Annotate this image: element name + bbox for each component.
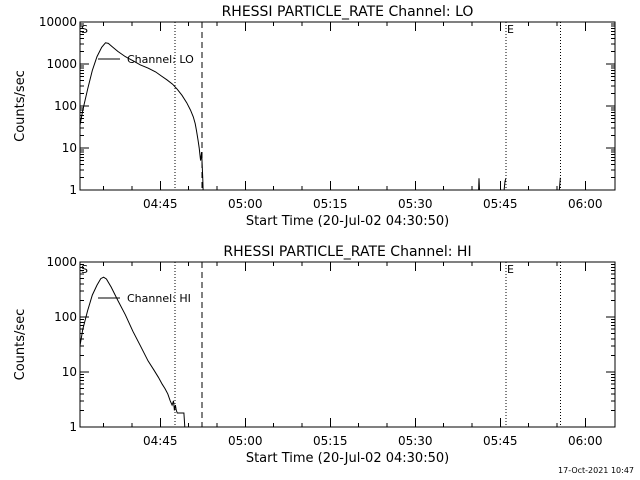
panel1-series-line-3 — [503, 178, 507, 191]
panel1-series-line-4 — [558, 177, 561, 191]
panel1-x-tick-label: 04:45 — [143, 197, 178, 211]
panel2-y-tick-label: 100 — [54, 310, 77, 324]
panel1-y-tick-label: 1 — [69, 183, 77, 197]
panel1-title: RHESSI PARTICLE_RATE Channel: LO — [222, 4, 474, 20]
panel1-x-tick-label: 05:00 — [228, 197, 263, 211]
panel1-marker-label: E — [507, 23, 514, 36]
panel1-series-line-1 — [79, 42, 204, 191]
panel2-series-line-1 — [79, 276, 186, 428]
panel1-x-tick-label: 05:30 — [398, 197, 433, 211]
panel2-x-tick-label: 05:00 — [228, 434, 263, 448]
panel2-x-tick-label: 04:45 — [143, 434, 178, 448]
panel2-x-tick-label: 05:45 — [483, 434, 518, 448]
panel1-y-tick-label: 10000 — [39, 15, 77, 29]
panel1-y-label: Counts/sec — [13, 70, 28, 142]
panel2-x-tick-label: 06:00 — [568, 434, 603, 448]
panel2-title: RHESSI PARTICLE_RATE Channel: HI — [223, 244, 471, 260]
panel1-y-tick-label: 10 — [62, 141, 77, 155]
panel1-y-tick-label: 100 — [54, 99, 77, 113]
panel2-axis-frame — [79, 261, 616, 428]
panel1-x-tick-label: 05:15 — [313, 197, 348, 211]
panel1-x-label: Start Time (20-Jul-02 04:30:50) — [246, 214, 449, 229]
panel1-legend-label: Channel: LO — [127, 53, 194, 66]
panel2-y-label: Counts/sec — [13, 309, 28, 381]
panel1-series-line-2 — [478, 178, 480, 191]
panel1-y-tick-label: 1000 — [46, 57, 77, 71]
print-timestamp: 17-Oct-2021 10:47 — [558, 466, 634, 475]
panel2-legend-label: Channel: HI — [127, 292, 191, 305]
panel2-x-label: Start Time (20-Jul-02 04:30:50) — [246, 451, 449, 466]
panel2-marker-label: E — [507, 263, 514, 276]
panel1-x-tick-label: 06:00 — [568, 197, 603, 211]
panel2-marker-label: S — [81, 263, 88, 276]
panel2-x-tick-label: 05:30 — [398, 434, 433, 448]
panel2-x-tick-label: 05:15 — [313, 434, 348, 448]
panel2-y-tick-label: 1 — [69, 420, 77, 434]
panel1-axis-frame — [79, 21, 616, 191]
panel1-x-tick-label: 05:45 — [483, 197, 518, 211]
panel2-y-tick-label: 10 — [62, 365, 77, 379]
panel2-y-tick-label: 1000 — [46, 255, 77, 269]
panel1-marker-label: S — [81, 23, 88, 36]
